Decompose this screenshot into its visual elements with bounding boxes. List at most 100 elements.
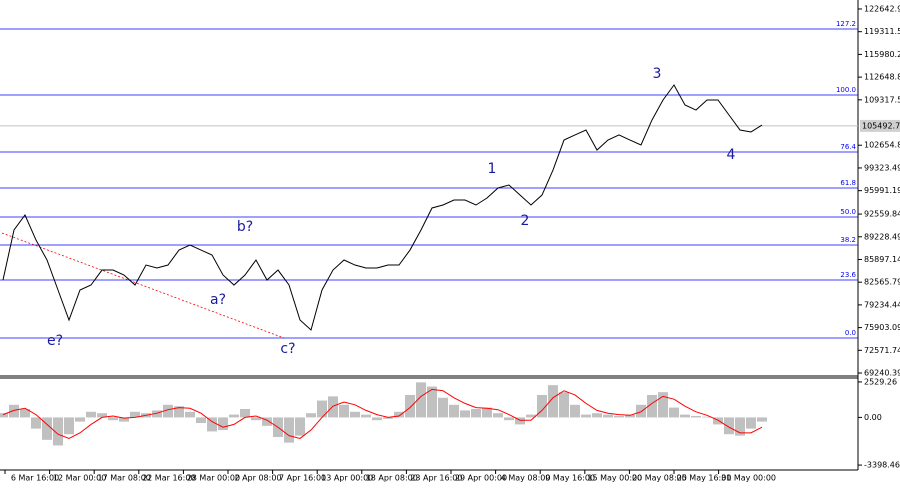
x-tick-label: 18 Apr 08:00 (366, 474, 418, 483)
fib-level-label: 76.4 (840, 143, 856, 151)
macd-bar (53, 417, 63, 446)
macd-bar (317, 400, 327, 418)
fib-level-label: 23.6 (840, 271, 856, 279)
fib-level-label: 0.0 (845, 329, 856, 337)
macd-bar (339, 404, 349, 418)
x-tick-label: 29 Apr 00:00 (455, 474, 507, 483)
x-tick-label: 20 May 08:00 (632, 474, 687, 483)
y-tick-label: 109317.54 (864, 95, 900, 104)
y-tick-label: 119311.59 (864, 27, 900, 36)
macd-bar (361, 414, 371, 418)
x-tick-label: 4 May 08:00 (501, 474, 551, 483)
macd-bar (350, 411, 360, 418)
macd-bar (647, 394, 657, 418)
last-price-box (860, 119, 900, 132)
x-tick-label: 9 May 16:00 (545, 474, 595, 483)
y-tick-label: 0.00 (864, 413, 882, 422)
signal-line (2, 388, 763, 439)
y-tick-label: 75903.09 (864, 323, 900, 332)
macd-bar (581, 414, 591, 418)
wave-label: c? (280, 341, 295, 357)
x-tick-label: 12 Mar 00:00 (53, 474, 106, 483)
macd-bar (75, 417, 85, 422)
macd-bar (284, 417, 294, 443)
x-tick-label: 23 Apr 16:00 (410, 474, 462, 483)
macd-bar (559, 392, 569, 418)
macd-bar (20, 408, 30, 418)
macd-bar (526, 414, 536, 418)
macd-bar (515, 417, 525, 425)
macd-bar (625, 414, 635, 418)
price-line (2, 84, 763, 331)
macd-bar (702, 416, 712, 418)
y-tick-label: 102654.84 (864, 141, 900, 150)
macd-bar (119, 417, 129, 422)
macd-bar (713, 417, 723, 425)
x-tick-label: 25 May 16:00 (677, 474, 732, 483)
macd-bar (31, 417, 41, 429)
wave-label: 1 (488, 161, 497, 177)
macd-bar (746, 417, 756, 429)
fib-level-label: 100.0 (836, 86, 856, 94)
macd-bar (163, 404, 173, 418)
fib-level-label: 127.2 (836, 20, 856, 28)
y-tick-label: 99323.49 (864, 163, 900, 172)
macd-bar (570, 404, 580, 418)
macd-bar (603, 414, 613, 418)
y-tick-label: 89228.49 (864, 232, 900, 241)
macd-bar (636, 404, 646, 418)
macd-bar (460, 410, 470, 418)
macd-bar (394, 411, 404, 418)
macd-bar (306, 413, 316, 418)
macd-bar (152, 410, 162, 418)
macd-bar (504, 417, 514, 421)
macd-bar (185, 411, 195, 418)
macd-bar (262, 417, 272, 426)
x-tick-label: 15 May 00:00 (587, 474, 642, 483)
macd-bar (427, 386, 437, 418)
macd-bar (405, 394, 415, 418)
macd-bar (614, 416, 624, 418)
wave-label: a? (210, 292, 226, 308)
y-tick-label: -3398.46 (864, 461, 900, 470)
macd-bar (537, 394, 547, 418)
macd-bar (0, 413, 8, 418)
macd-bar (251, 417, 261, 421)
x-tick-label: 28 Mar 00:00 (187, 474, 240, 483)
macd-bar (680, 414, 690, 418)
macd-bar (493, 413, 503, 418)
macd-bar (207, 417, 217, 432)
macd-bar (196, 417, 206, 424)
macd-bar (548, 385, 558, 418)
y-tick-label: 95991.19 (864, 186, 900, 195)
macd-bar (372, 417, 382, 421)
wave-label: 2 (521, 213, 530, 229)
fib-level-label: 61.8 (840, 179, 856, 187)
y-tick-label: 92559.84 (864, 210, 900, 219)
wave-label: e? (47, 333, 63, 349)
y-tick-label: 69240.39 (864, 369, 900, 378)
x-tick-label: 31 May 00:00 (721, 474, 776, 483)
macd-bar (482, 407, 492, 418)
macd-bar (471, 408, 481, 418)
wave-label: 4 (727, 147, 736, 163)
macd-bar (86, 411, 96, 418)
macd-bar (735, 417, 745, 436)
macd-bar (97, 413, 107, 418)
macd-bar (757, 417, 767, 422)
macd-bar (42, 417, 52, 440)
y-tick-label: 2529.26 (864, 377, 897, 386)
macd-bar (724, 417, 734, 435)
x-tick-label: 17 Mar 08:00 (97, 474, 150, 483)
x-tick-label: 2 Apr 08:00 (234, 474, 281, 483)
macd-bar (438, 397, 448, 418)
fib-level-label: 50.0 (840, 208, 856, 216)
macd-bar (383, 417, 393, 419)
macd-bar (295, 417, 305, 436)
macd-bar (174, 406, 184, 418)
fib-level-label: 38.2 (840, 236, 856, 244)
macd-bar (9, 404, 19, 418)
macd-bar (130, 411, 140, 418)
